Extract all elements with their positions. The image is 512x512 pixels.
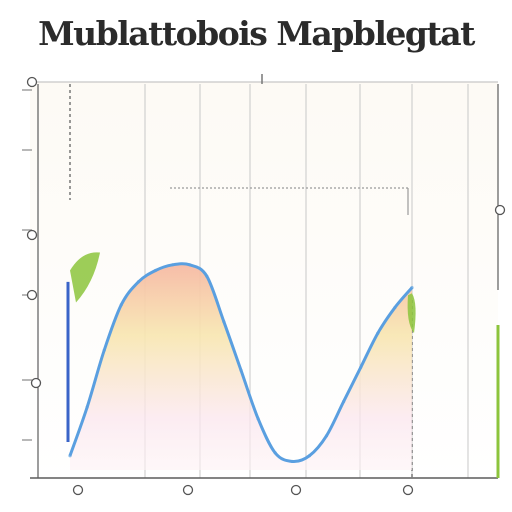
data-point <box>205 274 209 278</box>
right-accent-swatch <box>407 293 416 334</box>
left-accent-swatch <box>70 252 100 303</box>
axis-marker <box>290 484 302 496</box>
axis-marker <box>182 484 194 496</box>
data-point <box>119 303 123 307</box>
axis-marker <box>72 484 84 496</box>
data-point <box>273 451 277 455</box>
axis-marker <box>26 289 38 301</box>
data-point <box>376 331 380 335</box>
data-point <box>102 348 106 352</box>
data-point <box>324 434 329 438</box>
chart-title: Mublattobois Mapblegtat <box>38 14 475 53</box>
axis-marker <box>494 204 506 216</box>
data-point <box>307 454 311 458</box>
data-points <box>68 263 414 464</box>
axis-marker <box>402 484 414 496</box>
data-point <box>290 459 294 464</box>
data-point <box>359 365 363 369</box>
data-point <box>342 400 346 404</box>
data-point <box>239 368 243 372</box>
area-fill <box>70 263 412 470</box>
data-point <box>171 263 175 267</box>
data-point <box>153 268 158 273</box>
axis-marker <box>26 229 38 241</box>
data-point <box>256 417 260 421</box>
data-point <box>85 405 89 409</box>
data-point <box>136 280 140 284</box>
axis-marker <box>26 76 38 88</box>
data-point <box>410 286 414 290</box>
axis-marker <box>30 377 42 389</box>
data-point <box>188 263 192 267</box>
accent-marks <box>66 252 416 442</box>
data-point <box>68 454 72 458</box>
data-point <box>393 305 397 310</box>
axes <box>22 74 506 496</box>
data-point <box>222 320 226 324</box>
